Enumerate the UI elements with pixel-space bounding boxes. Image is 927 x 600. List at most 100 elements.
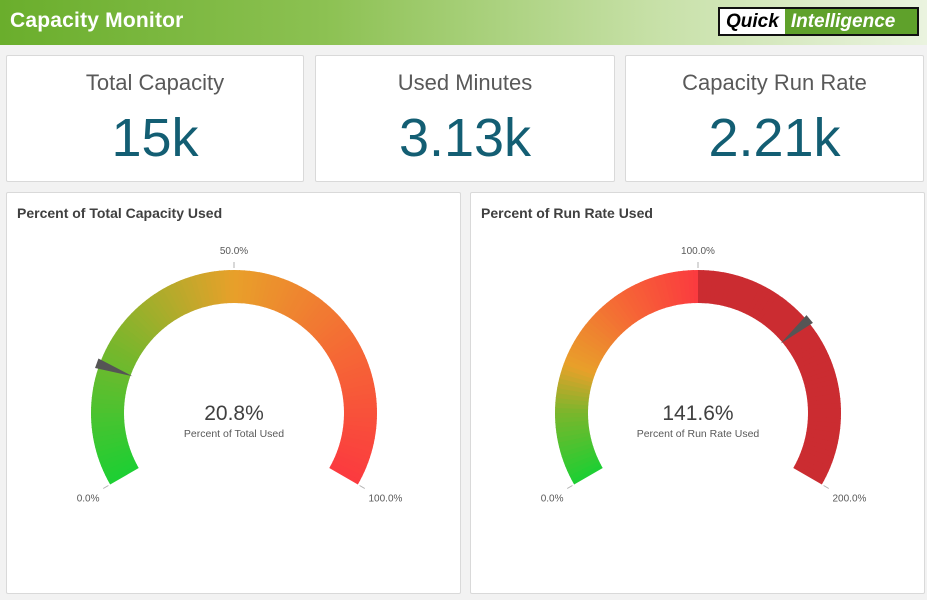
gauge-arc-segment — [789, 333, 820, 356]
gauge-arc-segment — [185, 276, 201, 310]
gauge-arc-segment — [606, 299, 631, 329]
gauge-arc-segment — [644, 278, 662, 312]
gauge-arc-segment — [329, 341, 361, 363]
gauge-value-text: 20.8% — [204, 402, 264, 425]
gauge-arc-segment — [343, 403, 377, 410]
gauge-arc-segment — [162, 286, 184, 318]
gauge-arc-segment — [327, 337, 359, 359]
gauge-arc-segment — [591, 312, 620, 340]
gauge-arc-segment — [555, 402, 589, 410]
gauge-arc-segment — [96, 367, 130, 383]
gauge-arc-segment — [335, 450, 369, 468]
gauge-arc-segment — [560, 442, 594, 458]
gauge-arc-segment — [649, 276, 665, 310]
gauge-arc-segment — [325, 333, 356, 356]
gauge-arc-segment — [112, 332, 144, 355]
gauge-arc-segment — [237, 270, 245, 304]
gauge-arc-segment — [653, 275, 669, 309]
gauge-panel-run-rate[interactable]: Percent of Run Rate Used 0.0% 100.0% 200.0… — [470, 192, 925, 594]
gauge-arc-segment — [93, 382, 127, 394]
gauge-arc-segment — [292, 291, 315, 323]
gauge-arc-segment — [804, 435, 838, 449]
gauge-arc-segment — [705, 270, 714, 304]
gauge-arc-segment — [565, 453, 598, 472]
gauge-needle — [780, 315, 813, 344]
gauge-arc-segment — [688, 270, 695, 304]
kpi-capacity-run-rate[interactable]: Capacity Run Rate 2.21k — [625, 55, 924, 182]
gauge-arc-segment — [337, 364, 371, 380]
gauge-arc-segment — [560, 367, 594, 383]
gauge-arc-segment — [95, 438, 129, 453]
gauge-arc-segment — [756, 291, 779, 323]
gauge-arc-segment — [105, 344, 138, 365]
gauge-arc-segment — [771, 306, 799, 335]
gauge-arc-segment — [275, 280, 294, 313]
gauge-arc-segment — [795, 345, 827, 366]
gauge-arc-segment — [556, 387, 590, 398]
gauge-panel-total-capacity[interactable]: Percent of Total Capacity Used 0.0% 50.0%… — [6, 192, 461, 594]
gauge-arc-segment — [563, 358, 597, 376]
gauge-tick-min-mark — [566, 485, 573, 489]
gauge-arc-segment — [338, 443, 372, 459]
gauge-arc-segment — [320, 324, 351, 349]
gauge-arc-segment — [256, 273, 270, 307]
kpi-value: 2.21k — [708, 108, 841, 168]
gauge-arc-segment — [91, 412, 125, 418]
gauge-arc-segment — [97, 446, 131, 462]
gauge-arc-segment — [805, 383, 839, 395]
gauge-arc-segment — [298, 297, 323, 327]
gauge-arc-segment — [304, 303, 331, 332]
gauge-arc-segment — [639, 280, 658, 313]
gauge-arc-segment — [561, 363, 595, 380]
gauge-arc-segment — [343, 420, 377, 429]
gauge-arc-segment — [796, 457, 829, 477]
gauge-arc-segment — [798, 354, 831, 373]
gauge-arc-segment — [749, 286, 771, 319]
gauge-arc-segment — [793, 341, 825, 363]
gauge-arc-segment — [720, 273, 734, 307]
gauge-arc-segment — [630, 284, 651, 316]
gauge-arc-segment — [107, 340, 140, 362]
gauge-arc-segment — [794, 461, 827, 482]
gauge-arc-segment — [807, 420, 841, 429]
gauge-arc-segment — [717, 272, 729, 306]
kpi-total-capacity[interactable]: Total Capacity 15k — [6, 55, 304, 182]
gauge-arc-segment — [124, 316, 153, 343]
gauge-arc-segment — [310, 310, 338, 338]
gauge-arc-segment — [338, 368, 372, 384]
gauge-tick-max-label: 200.0% — [833, 494, 867, 505]
gauge-tick-min-label: 0.0% — [541, 494, 564, 505]
gauge-arc-segment — [561, 446, 595, 462]
gauge-tick-max-mark — [823, 485, 830, 489]
gauge-arc-segment — [318, 321, 348, 346]
gauge-arc-segment — [331, 345, 363, 366]
gauge-arc-segment — [557, 382, 591, 394]
gauge-arc-segment — [339, 439, 373, 454]
gauge-arc-segment — [127, 312, 156, 340]
gauge-arc-segment — [229, 270, 235, 304]
gauge-arc-segment — [337, 446, 371, 463]
gauge-arc-segment — [793, 464, 825, 485]
gauge-arc — [91, 270, 378, 485]
gauge-arc-segment — [806, 428, 840, 439]
gauge-arc-segment — [91, 423, 126, 433]
gauge-arc-segment — [342, 428, 376, 439]
gauge-arc-segment — [746, 284, 767, 317]
gauge-arc-segment — [571, 463, 603, 485]
gauge-arc-segment — [209, 271, 220, 305]
gauge-arc-segment — [342, 424, 377, 434]
gauge-arc-segment — [582, 324, 612, 349]
gauge-arc-segment — [253, 272, 265, 306]
gauge-arc-segment — [138, 302, 164, 332]
gauge-arc-segment — [101, 453, 134, 472]
gauge-tick-min-mark — [102, 485, 109, 489]
gauge-arc-segment — [93, 435, 128, 448]
gauge-arc-segment — [289, 289, 311, 321]
gauge-arc-segment — [99, 449, 133, 467]
kpi-used-minutes[interactable]: Used Minutes 3.13k — [315, 55, 615, 182]
gauge-arc-segment — [142, 299, 167, 329]
gauge-arc-segment — [622, 288, 644, 320]
gauge-arc-segment — [802, 368, 836, 384]
gauge-title: Percent of Total Capacity Used — [17, 205, 223, 221]
gauge-arc-segment — [555, 397, 589, 406]
